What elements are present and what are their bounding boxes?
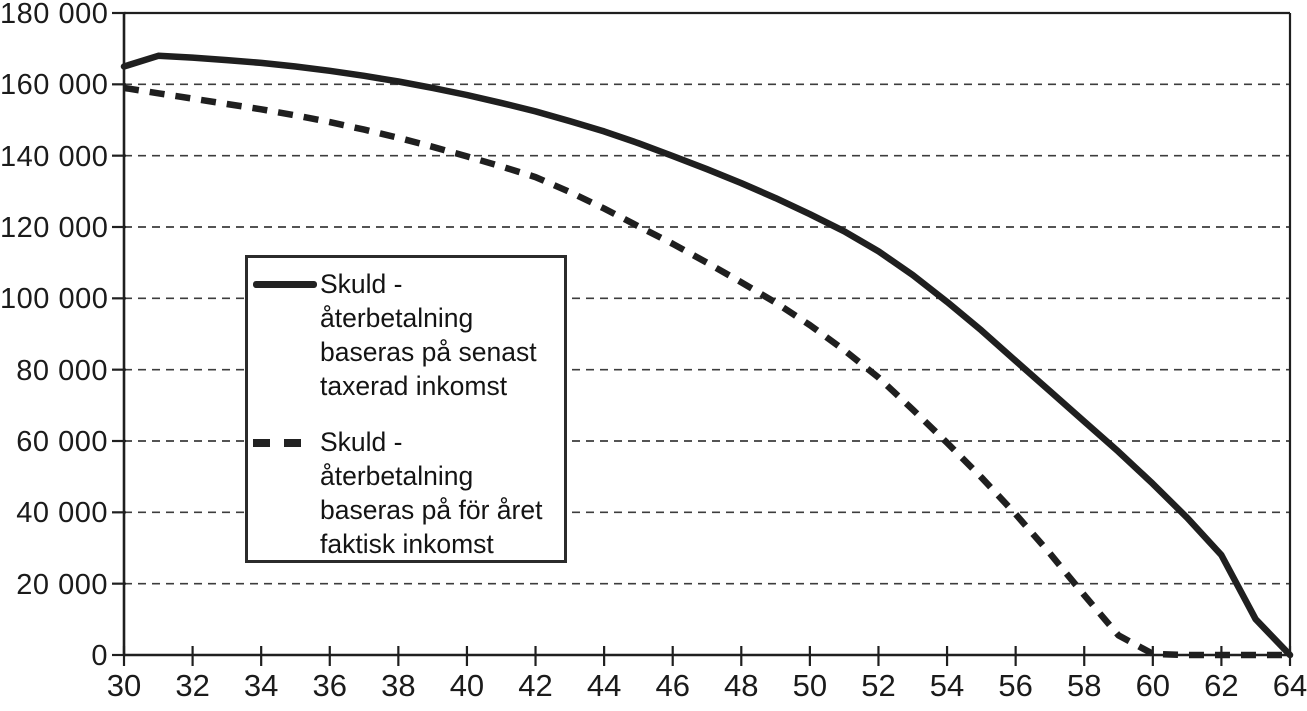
x-axis-tick-label: 32	[175, 668, 210, 703]
legend-line: baseras på för året	[320, 495, 543, 525]
x-axis-tick-label: 42	[518, 668, 553, 703]
legend-line: taxerad inkomst	[320, 371, 508, 401]
x-axis-tick-label: 34	[243, 668, 279, 703]
y-axis-tick-label: 40 000	[16, 497, 108, 530]
x-axis-tick-label: 64	[1272, 668, 1307, 703]
legend-label-senast-taxerad: Skuld - återbetalning baseras på senast …	[320, 267, 537, 403]
legend-line: återbetalning	[320, 303, 474, 333]
legend-marker-solid-line	[248, 267, 320, 301]
y-axis-tick-label: 60 000	[16, 426, 108, 458]
legend-marker-dashed-line	[248, 425, 320, 459]
x-axis-tick-label: 52	[861, 668, 896, 703]
legend-label-faktisk-inkomst: Skuld - återbetalning baseras på för åre…	[320, 425, 542, 561]
x-axis-tick-label: 38	[381, 668, 416, 703]
legend-line: Skuld -	[320, 427, 403, 457]
legend-item-senast-taxerad: Skuld - återbetalning baseras på senast …	[248, 267, 564, 403]
legend-line: baseras på senast	[320, 337, 537, 367]
y-axis-tick-label: 120 000	[0, 212, 109, 244]
dashed-line-swatch	[284, 439, 301, 447]
x-axis-tick-label: 50	[792, 668, 828, 703]
legend-line: Skuld -	[320, 269, 403, 299]
x-axis-tick-label: 56	[998, 668, 1033, 703]
chart-legend: Skuld - återbetalning baseras på senast …	[245, 255, 567, 563]
y-axis-tick-label: 180 000	[0, 0, 109, 30]
x-axis-tick-label: 46	[655, 668, 690, 703]
x-axis-tick-label: 30	[106, 668, 142, 703]
x-axis-tick-label: 40	[449, 668, 485, 703]
y-axis-tick-label: 20 000	[16, 568, 108, 601]
y-axis-tick-label: 160 000	[0, 69, 109, 102]
y-axis-tick-label: 100 000	[0, 283, 109, 316]
legend-line: återbetalning	[320, 461, 474, 491]
series-solid-line	[120, 52, 1294, 659]
x-axis-tick-label: 60	[1135, 668, 1171, 703]
x-axis-tick-label: 36	[312, 668, 347, 703]
x-axis-tick-label: 48	[724, 668, 759, 703]
x-axis-tick-label: 54	[929, 668, 965, 703]
y-axis-tick-label: 0	[91, 640, 108, 672]
series-dashed-line	[123, 84, 1290, 659]
x-axis-tick-label: 58	[1066, 668, 1102, 703]
y-axis-tick-label: 80 000	[16, 354, 108, 387]
x-axis-tick-label: 62	[1204, 668, 1239, 703]
solid-line-swatch	[253, 281, 317, 288]
legend-item-faktisk-inkomst: Skuld - återbetalning baseras på för åre…	[248, 425, 564, 561]
y-axis-tick-label: 140 000	[0, 140, 109, 173]
x-axis-tick-label: 44	[586, 668, 622, 703]
legend-line: faktisk inkomst	[320, 529, 494, 559]
dashed-line-swatch	[253, 439, 270, 447]
